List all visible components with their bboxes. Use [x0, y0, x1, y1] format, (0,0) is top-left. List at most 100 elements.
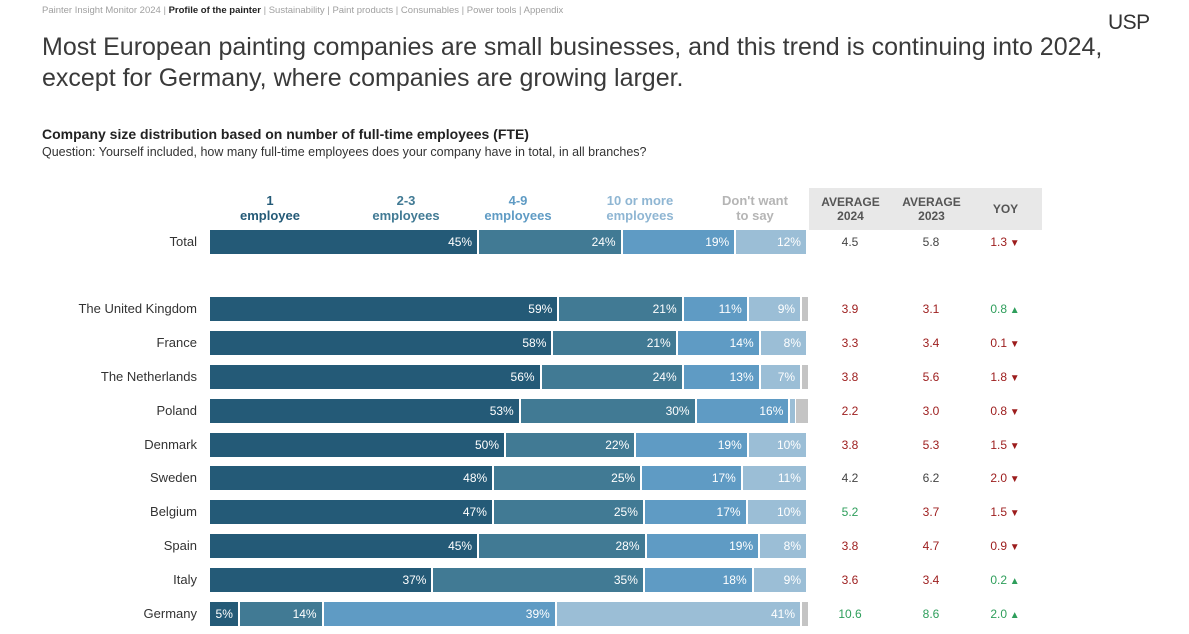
yoy-number: 1.8 — [990, 370, 1007, 384]
page-title: Most European painting companies are sma… — [42, 33, 1103, 92]
bar-segment: 24% — [541, 365, 684, 389]
average-2024-value: 3.3 — [841, 336, 859, 350]
average-2024-value: 3.8 — [841, 539, 859, 553]
stat-header-line: AVERAGE — [902, 195, 961, 209]
legend-10-or-more-employees: 10 or more employees — [580, 190, 700, 226]
bar-segment: 48% — [210, 466, 495, 490]
yoy-number: 0.2 — [990, 573, 1007, 587]
arrow-up-icon: ▲ — [1007, 576, 1020, 587]
legend-label-line: employees — [484, 208, 552, 223]
breadcrumb-item[interactable]: Painter Insight Monitor 2024 — [42, 5, 161, 16]
average-2023-value: 3.4 — [922, 336, 940, 350]
bar-segment — [796, 399, 808, 423]
bar-segment: 10% — [748, 433, 808, 457]
breadcrumb-separator: | — [260, 5, 269, 16]
row-label: Total — [169, 234, 197, 249]
breadcrumb-item[interactable]: Appendix — [523, 5, 564, 16]
arrow-down-icon: ▼ — [1007, 339, 1020, 350]
breadcrumb: Painter Insight Monitor 2024 | Profile o… — [42, 5, 563, 16]
stat-column-header: AVERAGE 2023 — [891, 188, 972, 230]
stat-header-line: 2024 — [837, 209, 864, 223]
bar-segment: 25% — [493, 500, 645, 524]
legend-label-line: employees — [372, 208, 440, 223]
row-label: Denmark — [144, 437, 197, 452]
average-2024-value: 3.8 — [841, 438, 859, 452]
bar-segment: 39% — [323, 602, 557, 626]
bar-segment — [802, 602, 808, 626]
bar-segment: 53% — [210, 399, 521, 423]
bar-segment: 19% — [646, 534, 761, 558]
yoy-value: 1.5 ▼ — [965, 433, 1045, 457]
yoy-number: 1.5 — [990, 438, 1007, 452]
row-label: The United Kingdom — [78, 301, 197, 316]
yoy-number: 2.0 — [990, 607, 1007, 621]
bar-segment: 12% — [736, 230, 808, 254]
bar-segment: 10% — [747, 500, 808, 524]
breadcrumb-separator: | — [516, 5, 524, 16]
bar-segment: 11% — [742, 466, 808, 490]
bar-segment: 28% — [479, 534, 647, 558]
bar-segment: 14% — [239, 602, 324, 626]
arrow-up-icon: ▲ — [1007, 610, 1020, 621]
bar-segment — [802, 365, 808, 389]
average-2023-value: 3.7 — [922, 505, 940, 519]
breadcrumb-separator: | — [393, 5, 401, 16]
arrow-down-icon: ▼ — [1007, 508, 1020, 519]
stat-column-header: AVERAGE 2024 — [810, 188, 891, 230]
bar-segment: 25% — [494, 466, 643, 490]
legend-don-t-want-to-say: Don't want to say — [695, 190, 815, 226]
row-label: Italy — [173, 572, 197, 587]
bar-segment: 8% — [760, 331, 808, 355]
bar-segment: 7% — [760, 365, 803, 389]
row-label: Spain — [163, 538, 197, 553]
legend-1-employee: 1 employee — [210, 190, 330, 226]
breadcrumb-item[interactable]: Profile of the painter — [168, 5, 261, 16]
breadcrumb-item[interactable]: Sustainability — [268, 5, 325, 16]
bar-segment: 41% — [556, 602, 802, 626]
yoy-value: 2.0 ▼ — [965, 466, 1045, 490]
legend-label-line: employee — [240, 208, 300, 223]
yoy-value: 1.3 ▼ — [965, 230, 1045, 254]
yoy-value: 1.8 ▼ — [965, 365, 1045, 389]
bar-segment: 45% — [210, 534, 480, 558]
average-2023-value: 8.6 — [922, 607, 940, 621]
legend-4-9-employees: 4-9 employees — [458, 190, 578, 226]
bar-segment: 58% — [210, 331, 554, 355]
yoy-number: 1.3 — [990, 235, 1007, 249]
average-2024-value: 3.6 — [841, 573, 859, 587]
stat-header-line: 2023 — [918, 209, 945, 223]
bar-segment: 59% — [210, 297, 560, 321]
bar-segment: 24% — [479, 230, 623, 254]
yoy-number: 1.5 — [990, 505, 1007, 519]
average-2023-value: 5.6 — [922, 370, 940, 384]
bar-segment: 9% — [753, 568, 808, 592]
legend-label-line: 10 or more — [606, 193, 674, 208]
yoy-number: 2.0 — [990, 471, 1007, 485]
row-label: Sweden — [150, 470, 197, 485]
bar-segment: 21% — [553, 331, 678, 355]
average-2023-value: 3.1 — [922, 302, 940, 316]
average-2023-value: 3.0 — [922, 404, 940, 418]
bar-segment: 17% — [642, 466, 743, 490]
yoy-value: 1.5 ▼ — [965, 500, 1045, 524]
breadcrumb-item[interactable]: Consumables — [400, 5, 460, 16]
yoy-number: 0.1 — [990, 336, 1007, 350]
average-2024-value: 2.2 — [841, 404, 859, 418]
average-2024-value: 3.9 — [841, 302, 859, 316]
bar-segment: 37% — [210, 568, 434, 592]
legend-label-line: Don't want — [722, 193, 788, 208]
breadcrumb-item[interactable]: Power tools — [466, 5, 517, 16]
legend-label-line: 1 — [266, 193, 274, 208]
yoy-value: 0.2 ▲ — [965, 568, 1045, 592]
average-2023-value: 5.3 — [922, 438, 940, 452]
arrow-down-icon: ▼ — [1007, 407, 1020, 418]
chart-title: Company size distribution based on numbe… — [42, 126, 529, 142]
stats-header-background — [809, 188, 1042, 230]
bar-segment: 47% — [210, 500, 494, 524]
yoy-value: 2.0 ▲ — [965, 602, 1045, 626]
yoy-number: 0.8 — [990, 302, 1007, 316]
bar-segment: 50% — [210, 433, 507, 457]
yoy-value: 0.1 ▼ — [965, 331, 1045, 355]
arrow-down-icon: ▼ — [1007, 238, 1020, 249]
breadcrumb-item[interactable]: Paint products — [332, 5, 394, 16]
